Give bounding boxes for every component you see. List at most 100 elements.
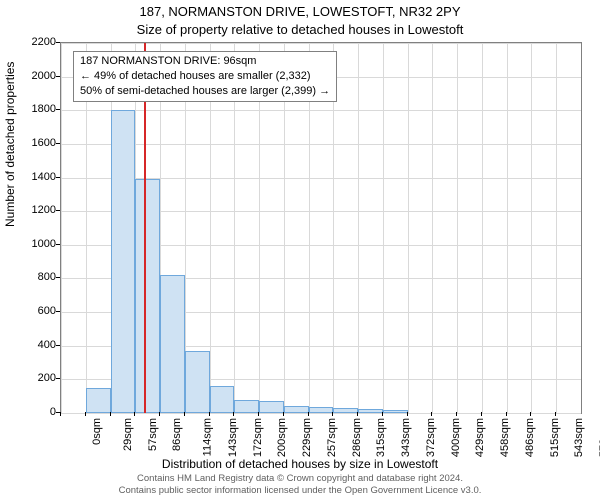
x-tick-label: 372sqm <box>425 418 437 457</box>
y-tick-mark <box>56 244 60 245</box>
grid-line-v <box>531 43 532 413</box>
x-tick-mark <box>258 412 259 416</box>
x-tick-mark <box>110 412 111 416</box>
y-axis-label: Number of detached properties <box>3 62 17 227</box>
histogram-bar <box>259 401 284 413</box>
x-tick-label: 257sqm <box>326 418 338 457</box>
grid-line-v <box>408 43 409 413</box>
y-tick-mark <box>56 277 60 278</box>
y-tick-label: 1000 <box>16 238 56 250</box>
y-tick-mark <box>56 210 60 211</box>
y-tick-mark <box>56 345 60 346</box>
x-tick-mark <box>85 412 86 416</box>
x-tick-label: 0sqm <box>91 418 103 445</box>
y-tick-mark <box>56 311 60 312</box>
y-tick-label: 1200 <box>16 204 56 216</box>
grid-line-v <box>556 43 557 413</box>
histogram-bar <box>160 275 185 413</box>
histogram-bar <box>111 110 136 413</box>
histogram-bar <box>86 388 111 413</box>
x-tick-mark <box>407 412 408 416</box>
y-tick-label: 2000 <box>16 70 56 82</box>
y-tick-label: 200 <box>16 372 56 384</box>
x-axis-label: Distribution of detached houses by size … <box>0 457 600 471</box>
y-tick-label: 0 <box>16 406 56 418</box>
x-tick-label: 343sqm <box>400 418 412 457</box>
x-tick-label: 515sqm <box>549 418 561 457</box>
plot-area: 187 NORMANSTON DRIVE: 96sqm← 49% of deta… <box>60 42 582 414</box>
histogram-bar <box>185 351 210 413</box>
grid-line-v <box>432 43 433 413</box>
grid-line-v <box>61 43 62 413</box>
x-tick-mark <box>357 412 358 416</box>
footer-line2: Contains public sector information licen… <box>0 485 600 497</box>
grid-line-h <box>61 110 581 111</box>
y-tick-mark <box>56 109 60 110</box>
y-tick-label: 1800 <box>16 103 56 115</box>
y-tick-mark <box>56 143 60 144</box>
y-tick-mark <box>56 42 60 43</box>
histogram-bar <box>383 410 408 413</box>
legend-box: 187 NORMANSTON DRIVE: 96sqm← 49% of deta… <box>73 51 337 102</box>
x-tick-mark <box>283 412 284 416</box>
grid-line-h <box>61 43 581 44</box>
footer-attribution: Contains HM Land Registry data © Crown c… <box>0 473 600 497</box>
grid-line-v <box>482 43 483 413</box>
histogram-bar <box>210 386 235 413</box>
y-tick-mark <box>56 76 60 77</box>
x-tick-label: 286sqm <box>351 418 363 457</box>
grid-line-v <box>457 43 458 413</box>
grid-line-v <box>358 43 359 413</box>
x-tick-label: 200sqm <box>276 418 288 457</box>
x-tick-label: 86sqm <box>171 418 183 451</box>
histogram-bar <box>284 406 309 413</box>
grid-line-v <box>383 43 384 413</box>
x-tick-label: 429sqm <box>475 418 487 457</box>
x-tick-label: 486sqm <box>524 418 536 457</box>
x-tick-mark <box>382 412 383 416</box>
x-tick-label: 229sqm <box>301 418 313 457</box>
x-tick-label: 29sqm <box>122 418 134 451</box>
x-tick-mark <box>506 412 507 416</box>
x-tick-label: 57sqm <box>147 418 159 451</box>
x-tick-label: 172sqm <box>252 418 264 457</box>
y-tick-label: 1400 <box>16 171 56 183</box>
x-tick-label: 543sqm <box>574 418 586 457</box>
x-tick-mark <box>481 412 482 416</box>
y-tick-label: 800 <box>16 271 56 283</box>
histogram-bar <box>333 408 358 413</box>
histogram-bar <box>309 407 334 413</box>
footer-line1: Contains HM Land Registry data © Crown c… <box>0 473 600 485</box>
x-tick-label: 114sqm <box>201 418 213 456</box>
x-tick-mark <box>134 412 135 416</box>
x-tick-mark <box>555 412 556 416</box>
x-tick-mark <box>209 412 210 416</box>
grid-line-h <box>61 144 581 145</box>
x-tick-mark <box>530 412 531 416</box>
y-tick-mark <box>56 177 60 178</box>
x-tick-label: 458sqm <box>499 418 511 457</box>
histogram-bar <box>135 179 160 413</box>
x-tick-label: 315sqm <box>376 418 388 457</box>
chart-title-line2: Size of property relative to detached ho… <box>0 22 600 37</box>
y-tick-label: 2200 <box>16 36 56 48</box>
y-tick-mark <box>56 378 60 379</box>
legend-line3: 50% of semi-detached houses are larger (… <box>80 84 330 99</box>
x-tick-mark <box>184 412 185 416</box>
grid-line-h <box>61 413 581 414</box>
legend-line1: 187 NORMANSTON DRIVE: 96sqm <box>80 54 330 69</box>
x-tick-mark <box>456 412 457 416</box>
x-tick-mark <box>308 412 309 416</box>
x-tick-mark <box>431 412 432 416</box>
histogram-bar <box>358 409 383 413</box>
x-tick-mark <box>332 412 333 416</box>
y-tick-label: 1600 <box>16 137 56 149</box>
chart-container: { "title_line1": "187, NORMANSTON DRIVE,… <box>0 0 600 500</box>
x-tick-label: 400sqm <box>450 418 462 457</box>
y-tick-label: 600 <box>16 305 56 317</box>
x-tick-mark <box>60 412 61 416</box>
legend-line2: ← 49% of detached houses are smaller (2,… <box>80 69 330 84</box>
x-tick-mark <box>233 412 234 416</box>
x-tick-label: 143sqm <box>227 418 239 457</box>
x-tick-mark <box>159 412 160 416</box>
